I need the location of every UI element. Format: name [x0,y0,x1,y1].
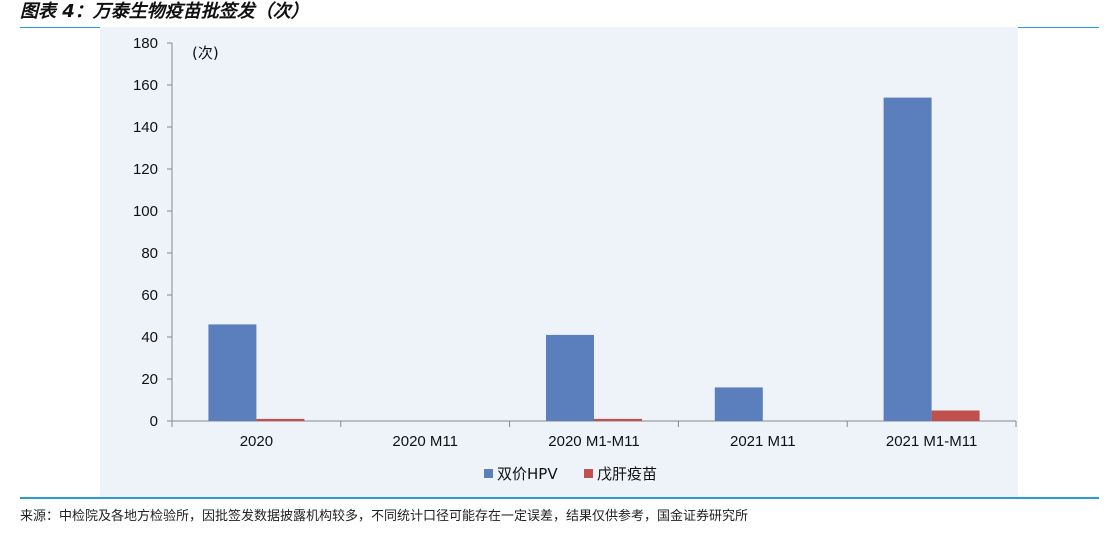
x-tick-label: 2020 M1-M11 [548,433,639,450]
x-tick-label: 2021 M11 [730,433,796,450]
figure-title: 图表 4：万泰生物疫苗批签发（次） [20,1,309,22]
x-tick-label: 2020 M11 [392,433,458,450]
chart-panel: 0 20 40 60 80 100 120 140 160 180 (次) 2020 2020 M11 2… [100,27,1018,497]
y-tick-label: 0 [150,413,158,430]
y-tick-label: 60 [141,287,158,304]
y-tick-label: 20 [141,371,158,388]
bar-chart: 0 20 40 60 80 100 120 140 160 180 (次) 2020 2020 M11 2… [133,35,1017,483]
legend-swatch [584,469,593,478]
y-unit-label: (次) [192,44,219,62]
y-tick-label: 160 [133,77,158,94]
x-tick-label: 2021 M1-M11 [886,433,977,450]
legend-label: 戊肝疫苗 [597,465,657,483]
y-tick-label: 80 [141,245,158,262]
y-tick-label: 180 [133,35,158,52]
legend-label: 双价HPV [497,465,558,483]
source-note: 来源：中检院及各地方检验所，因批签发数据披露机构较多，不同统计口径可能存在一定误… [20,509,749,524]
bar-hev [594,418,642,421]
bar-hev [256,418,305,421]
bar-hpv [208,324,257,421]
bar-hpv [714,387,763,421]
bar-hpv [546,334,594,421]
y-tick-label: 140 [133,119,158,136]
legend-swatch [484,469,493,478]
bar-hev [931,410,980,421]
x-tick-label: 2020 [240,433,273,450]
y-tick-label: 100 [133,203,158,220]
bar-hpv [883,97,932,421]
bottom-divider [20,497,1099,499]
y-tick-label: 40 [141,329,158,346]
y-tick-label: 120 [133,161,158,178]
